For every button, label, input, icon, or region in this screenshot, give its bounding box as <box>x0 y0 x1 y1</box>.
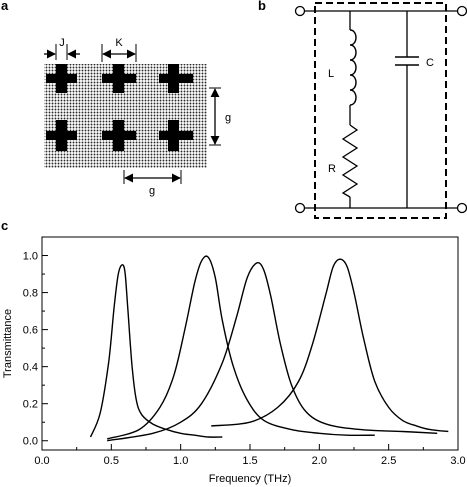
cross-row-1 <box>46 64 193 93</box>
cross-element <box>102 64 136 93</box>
x-tick-label: 3.0 <box>450 455 465 467</box>
x-tick-label: 2.0 <box>312 455 327 467</box>
cross-element <box>46 64 77 93</box>
dim-g-horizontal-label: g <box>149 185 155 197</box>
terminal-bottom-left <box>294 202 306 214</box>
y-axis-ticks: 0.0 0.2 0.4 0.6 0.8 1.0 <box>23 236 48 448</box>
x-tick-label: 0.0 <box>34 455 49 467</box>
y-tick-label: 0.6 <box>23 325 38 337</box>
y-tick-label: 0.0 <box>23 436 38 448</box>
series-lines <box>89 255 449 442</box>
cross-element <box>102 120 136 151</box>
x-axis-label: Frequency (THz) <box>209 473 292 485</box>
panel-a-label: a <box>1 0 9 13</box>
cross-element <box>159 120 193 151</box>
inductor-label: L <box>328 68 334 80</box>
terminal-bottom-right <box>456 202 467 214</box>
capacitor-label: C <box>426 57 434 69</box>
x-tick-label: 1.5 <box>242 455 257 467</box>
x-tick-label: 1.0 <box>173 455 188 467</box>
x-axis-ticks: 0.0 0.5 1.0 1.5 2.0 2.5 3.0 <box>34 444 466 467</box>
panel-b-circuit <box>294 2 467 219</box>
transmittance-curve-1 <box>89 264 223 438</box>
y-tick-label: 0.8 <box>23 288 38 300</box>
cross-row-2 <box>46 120 193 151</box>
resistor-zigzag <box>341 124 359 198</box>
inductor-coil <box>349 29 357 106</box>
panel-b-label: b <box>258 0 266 13</box>
x-tick-label: 0.5 <box>104 455 119 467</box>
cross-element <box>159 64 193 93</box>
y-tick-label: 0.2 <box>23 399 38 411</box>
terminal-top-right <box>456 5 467 17</box>
transmittance-chart: 0.0 0.5 1.0 1.5 2.0 2.5 3.0 0.0 0.2 0.4 0.6 0.8 1.0… <box>2 236 466 485</box>
terminal-top-left <box>294 5 306 17</box>
cross-element <box>46 120 77 151</box>
panel-a-array: J K g g <box>44 37 231 197</box>
dim-k-label: K <box>115 37 123 49</box>
x-tick-label: 2.5 <box>381 455 396 467</box>
transmittance-curve-4 <box>211 258 449 433</box>
panel-c-label: c <box>1 218 9 233</box>
y-axis-label: Transmittance <box>2 309 14 378</box>
transmittance-curve-2 <box>106 255 375 440</box>
y-tick-label: 1.0 <box>23 251 38 263</box>
dim-g-vertical-label: g <box>225 112 231 124</box>
y-tick-label: 0.4 <box>23 362 38 374</box>
plot-frame <box>41 236 459 451</box>
dashed-box <box>314 2 447 219</box>
dim-j-label: J <box>59 37 65 49</box>
transmittance-curve-3 <box>107 261 438 442</box>
resistor-label: R <box>328 163 336 175</box>
